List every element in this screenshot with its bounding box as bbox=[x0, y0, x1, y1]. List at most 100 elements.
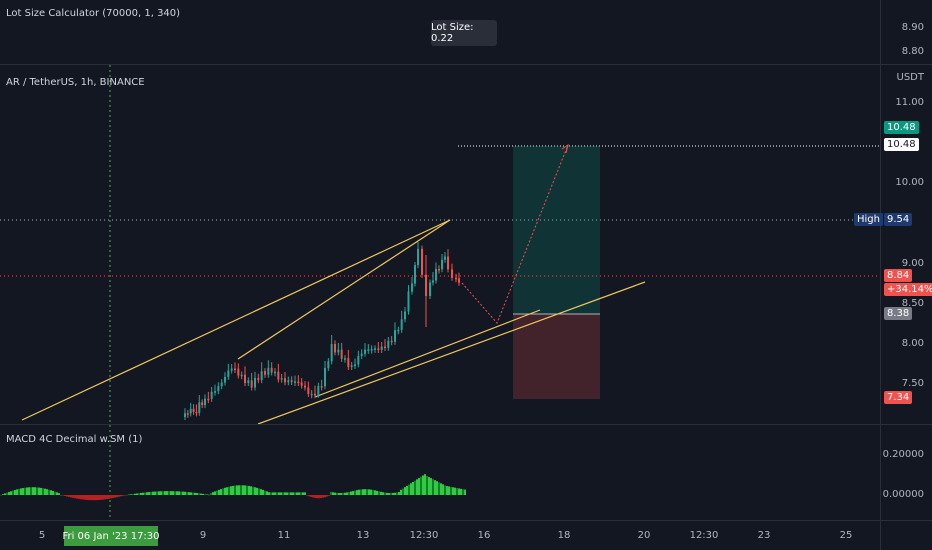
price-chart-canvas[interactable] bbox=[0, 65, 880, 424]
macd-bar bbox=[358, 489, 360, 495]
pane-separator[interactable] bbox=[0, 424, 932, 425]
macd-bar bbox=[178, 491, 180, 495]
macd-bar bbox=[38, 487, 40, 495]
macd-bar bbox=[56, 492, 58, 495]
macd-bar bbox=[326, 495, 328, 497]
time-axis-separator bbox=[0, 520, 932, 521]
macd-bar bbox=[226, 487, 228, 495]
macd-bar bbox=[150, 491, 152, 495]
macd-bar bbox=[196, 493, 198, 495]
macd-bar bbox=[392, 492, 394, 495]
macd-bar bbox=[154, 491, 156, 495]
macd-bar bbox=[364, 489, 366, 495]
candle-body bbox=[411, 283, 413, 292]
macd-bar bbox=[224, 487, 226, 495]
candle-body bbox=[435, 268, 437, 281]
candle-body bbox=[417, 248, 419, 266]
candle-body bbox=[374, 348, 376, 350]
macd-bar bbox=[130, 494, 132, 495]
macd-bar bbox=[402, 488, 404, 495]
candle-body bbox=[184, 413, 186, 417]
macd-bar bbox=[398, 492, 400, 495]
macd-bar bbox=[344, 492, 346, 495]
macd-bar bbox=[448, 486, 450, 495]
macd-bar bbox=[206, 494, 208, 495]
stop-price-tag: 7.34 bbox=[884, 391, 913, 404]
macd-bar bbox=[236, 485, 238, 495]
candle-body bbox=[380, 346, 383, 351]
candle-body bbox=[290, 380, 293, 382]
macd-bar bbox=[306, 495, 308, 496]
candle-body bbox=[324, 367, 326, 387]
x-tick: 12:30 bbox=[689, 530, 719, 541]
candle-body bbox=[444, 256, 446, 260]
candle-body bbox=[210, 391, 213, 399]
macd-bar bbox=[146, 492, 148, 495]
lot-size-pane[interactable]: Lot Size Calculator (70000, 1, 340) Lot … bbox=[0, 0, 880, 64]
candle-body bbox=[314, 393, 316, 396]
macd-canvas[interactable] bbox=[0, 425, 880, 520]
macd-bar bbox=[322, 495, 324, 498]
macd-bar bbox=[280, 492, 282, 495]
lot-size-axis[interactable]: 8.90 8.80 bbox=[880, 0, 932, 64]
macd-axis[interactable]: 0.20000 0.00000 bbox=[880, 425, 932, 520]
candle-body bbox=[390, 340, 393, 343]
macd-bar bbox=[386, 492, 388, 495]
macd-bar bbox=[210, 493, 212, 495]
x-tick: 13 bbox=[356, 530, 370, 541]
macd-bar bbox=[320, 495, 322, 499]
macd-bar bbox=[14, 489, 16, 495]
candle-body bbox=[214, 391, 216, 393]
macd-bar bbox=[28, 487, 30, 495]
pane-separator[interactable] bbox=[0, 64, 932, 65]
macd-bar bbox=[382, 492, 384, 495]
macd-pane[interactable]: MACD 4C Decimal w.SM (1) bbox=[0, 425, 880, 520]
candle-body bbox=[307, 387, 310, 394]
macd-bar bbox=[200, 493, 202, 495]
candle-body bbox=[337, 349, 340, 353]
macd-bar bbox=[380, 491, 382, 495]
main-chart-pane[interactable]: AR / TetherUS, 1h, BINANCE bbox=[0, 65, 880, 424]
macd-legend[interactable]: MACD 4C Decimal w.SM (1) bbox=[6, 434, 143, 445]
candle-body bbox=[192, 408, 195, 412]
macd-bar bbox=[274, 492, 276, 495]
candle-body bbox=[227, 370, 230, 377]
lot-size-legend[interactable]: Lot Size Calculator (70000, 1, 340) bbox=[6, 8, 181, 19]
candle-body bbox=[310, 393, 313, 396]
macd-bar bbox=[372, 489, 374, 495]
macd-bar bbox=[18, 488, 20, 495]
macd-bar bbox=[122, 495, 124, 496]
macd-bar bbox=[172, 491, 174, 495]
macd-bar bbox=[246, 485, 248, 495]
macd-bar bbox=[272, 492, 274, 495]
macd-bar bbox=[194, 492, 196, 495]
macd-bar bbox=[242, 485, 244, 495]
x-tick: 11 bbox=[277, 530, 291, 541]
macd-bar bbox=[184, 491, 186, 495]
macd-bar bbox=[336, 492, 338, 495]
macd-bar bbox=[164, 491, 166, 495]
macd-bar bbox=[20, 488, 22, 495]
currency-label: USDT bbox=[896, 72, 924, 83]
macd-bar bbox=[110, 495, 112, 499]
macd-bar bbox=[234, 485, 236, 495]
macd-bar bbox=[354, 490, 356, 495]
loss-zone bbox=[513, 314, 600, 399]
macd-bar bbox=[376, 490, 378, 495]
macd-bar bbox=[58, 493, 60, 495]
macd-bar bbox=[422, 475, 424, 495]
macd-bar bbox=[26, 487, 28, 495]
macd-bar bbox=[314, 495, 316, 498]
price-axis[interactable]: USDT 11.00 10.00 9.00 8.50 8.00 7.50 10.… bbox=[854, 65, 932, 424]
macd-bar bbox=[412, 482, 414, 495]
macd-bar bbox=[152, 491, 154, 495]
macd-bar bbox=[0, 495, 2, 496]
macd-bar bbox=[250, 486, 252, 495]
macd-bar bbox=[426, 476, 428, 495]
candle-body bbox=[274, 371, 276, 374]
macd-bar bbox=[166, 491, 168, 495]
candle-body bbox=[240, 374, 243, 377]
macd-bar bbox=[144, 492, 146, 495]
candle-body bbox=[201, 402, 204, 406]
symbol-legend[interactable]: AR / TetherUS, 1h, BINANCE bbox=[6, 77, 145, 88]
